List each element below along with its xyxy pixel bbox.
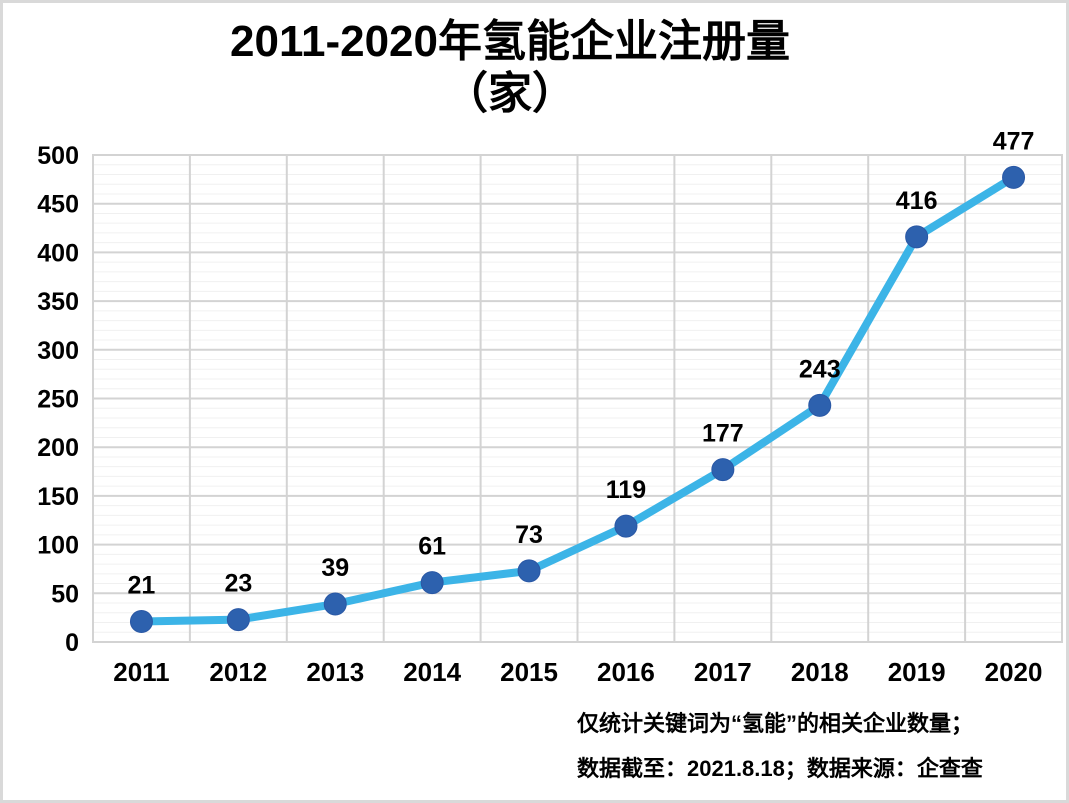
y-axis-tick-label: 350 <box>37 288 79 316</box>
value-label-2016: 119 <box>606 476 646 504</box>
value-label-2013: 39 <box>321 554 349 582</box>
x-axis-tick-label: 2018 <box>791 657 849 687</box>
x-axis-tick-label: 2011 <box>113 657 169 687</box>
data-point-2018 <box>808 393 832 417</box>
y-axis-tick-label: 100 <box>37 532 79 560</box>
x-axis-tick-label: 2016 <box>597 657 655 687</box>
x-axis-tick-label: 2015 <box>500 657 558 687</box>
data-point-2014 <box>420 571 444 595</box>
y-axis-tick-label: 0 <box>65 629 79 657</box>
chart-title-line1: 2011-2020年氢能企业注册量 <box>230 17 790 66</box>
x-axis-tick-label: 2012 <box>209 657 267 687</box>
y-axis-tick-label: 300 <box>37 337 79 365</box>
value-label-2012: 23 <box>224 570 252 598</box>
x-axis-tick-label: 2019 <box>888 657 946 687</box>
y-axis-tick-label: 400 <box>37 239 79 267</box>
value-label-2020: 477 <box>993 127 1035 155</box>
chart-title-line2: （家） <box>444 69 576 118</box>
value-label-2015: 73 <box>515 521 543 549</box>
data-point-2012 <box>226 608 250 632</box>
x-axis-tick-label: 2017 <box>694 657 752 687</box>
data-point-2020 <box>1002 165 1026 189</box>
y-axis-tick-label: 50 <box>51 580 79 608</box>
y-axis-tick-label: 450 <box>37 191 79 219</box>
data-point-2017 <box>711 458 735 482</box>
x-axis-tick-label: 2014 <box>403 657 461 687</box>
y-axis-tick-label: 500 <box>37 142 79 170</box>
data-series-line <box>137 173 1018 626</box>
y-axis-tick-label: 150 <box>37 483 79 511</box>
data-point-2013 <box>323 592 347 616</box>
chart-title: 2011-2020年氢能企业注册量 （家） <box>0 16 1020 120</box>
y-axis-tick-label: 200 <box>37 434 79 462</box>
plot-border <box>92 154 1063 643</box>
value-label-2018: 243 <box>799 355 841 383</box>
value-label-2019: 416 <box>896 187 938 215</box>
chart-footnote: 仅统计关键词为“氢能”的相关企业数量； 数据截至：2021.8.18；数据来源：… <box>577 701 983 791</box>
value-label-2011: 21 <box>128 572 156 600</box>
x-axis-tick-label: 2020 <box>985 657 1043 687</box>
data-point-2011 <box>129 610 153 634</box>
y-axis-tick-label: 250 <box>37 386 79 414</box>
x-axis-tick-label: 2013 <box>306 657 364 687</box>
data-point-2016 <box>614 514 638 538</box>
data-point-2015 <box>517 559 541 583</box>
value-label-2017: 177 <box>702 420 744 448</box>
value-label-2014: 61 <box>418 533 446 561</box>
footnote-line1: 仅统计关键词为“氢能”的相关企业数量； <box>577 711 974 736</box>
footnote-line2: 数据截至：2021.8.18；数据来源：企查查 <box>577 756 983 781</box>
data-point-2019 <box>905 225 929 249</box>
